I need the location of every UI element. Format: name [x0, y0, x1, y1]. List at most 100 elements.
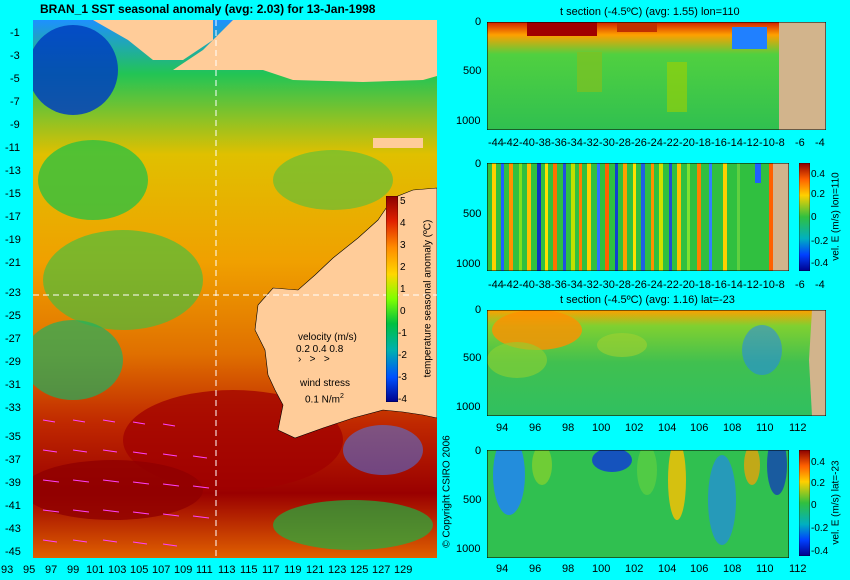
lon-tick: 93 — [1, 564, 14, 576]
x-tick: -32 — [583, 137, 599, 149]
colorbar-tick: 5 — [400, 196, 406, 207]
green-anomaly-patch — [33, 320, 123, 400]
lat-tick: -19 — [5, 234, 21, 246]
lon-tick: 97 — [45, 564, 58, 576]
x-tick: -10 — [759, 137, 775, 149]
lon-tick: 105 — [130, 564, 149, 576]
y-tick: 0 — [475, 445, 482, 457]
panel4-velocity-plot[interactable] — [487, 450, 789, 558]
y-tick: 500 — [463, 65, 482, 77]
x-tick: -10 — [759, 279, 775, 291]
x-tick: -30 — [599, 279, 615, 291]
lat-tick: -31 — [5, 379, 21, 391]
velocity-legend-arrows: › > > — [298, 354, 330, 365]
wind-legend-label: wind stress — [300, 378, 351, 389]
lat-tick: -23 — [5, 287, 21, 299]
lat-tick: -45 — [5, 546, 21, 558]
lat-tick: -11 — [5, 142, 21, 154]
colorbar-tick: -2 — [398, 350, 407, 361]
cold-anomaly-patch — [343, 425, 423, 475]
sst-anomaly-map[interactable] — [33, 20, 437, 558]
y-tick: 500 — [463, 494, 482, 506]
lat-tick: -27 — [5, 333, 21, 345]
panel2-colorbar — [799, 163, 810, 271]
panel3-section-plot[interactable] — [487, 310, 826, 416]
lon-tick: 117 — [262, 564, 280, 576]
x-tick: -28 — [615, 279, 631, 291]
panel4-colorbar — [799, 450, 810, 556]
x-tick: -28 — [615, 137, 631, 149]
colorbar-tick: 0.2 — [811, 189, 825, 200]
colorbar-tick: -4 — [398, 394, 407, 405]
land-java — [173, 20, 437, 82]
x-tick: 108 — [723, 563, 742, 575]
lat-tick: -37 — [5, 454, 21, 466]
y-tick: 0 — [475, 16, 482, 28]
colorbar-tick: 4 — [400, 218, 406, 229]
lat-tick: -33 — [5, 402, 21, 414]
map-colorbar-label: temperature seasonal anomaly (ºC) — [422, 219, 434, 378]
x-tick: -36 — [551, 137, 567, 149]
x-tick: -38 — [535, 279, 551, 291]
x-tick: -24 — [647, 137, 663, 149]
panel1-section-plot[interactable] — [487, 22, 826, 130]
lat-tick: -3 — [10, 50, 20, 62]
x-tick: -40 — [519, 137, 535, 149]
lat-tick: -5 — [10, 73, 20, 85]
x-tick: -4 — [815, 137, 825, 149]
wind-stress-arrows — [42, 419, 210, 547]
colorbar-tick: -1 — [398, 328, 407, 339]
x-tick: -30 — [599, 137, 615, 149]
x-tick: 110 — [756, 422, 774, 434]
panel3-title: t section (-4.5ºC) (avg: 1.16) lat=-23 — [560, 294, 735, 306]
colorbar-tick: -0.2 — [811, 236, 829, 247]
panel1-title: t section (-4.5ºC) (avg: 1.55) lon=110 — [560, 6, 740, 18]
colorbar-tick: -3 — [398, 372, 407, 383]
x-tick: -18 — [695, 137, 711, 149]
x-tick: 104 — [658, 422, 677, 434]
lat-tick: -9 — [10, 119, 20, 131]
x-tick: 102 — [625, 422, 644, 434]
x-tick: 100 — [592, 422, 611, 434]
green-anomaly-patch — [273, 500, 433, 550]
y-tick: 500 — [463, 208, 482, 220]
colorbar-tick: -0.2 — [811, 523, 829, 534]
colorbar-tick: 0.4 — [811, 457, 825, 468]
map-title: BRAN_1 SST seasonal anomaly (avg: 2.03) … — [40, 2, 376, 16]
x-tick: -24 — [647, 279, 663, 291]
x-tick: -8 — [775, 137, 785, 149]
panel2-colorbar-label: vel. E (m/s) lon=110 — [830, 172, 842, 261]
x-tick: -8 — [775, 279, 785, 291]
x-tick: -34 — [567, 279, 583, 291]
y-tick: 1000 — [456, 543, 481, 555]
x-tick: -22 — [663, 137, 679, 149]
x-tick: -26 — [631, 279, 647, 291]
x-tick: -18 — [695, 279, 711, 291]
x-tick: 94 — [496, 563, 509, 575]
x-tick: 112 — [789, 422, 807, 434]
y-tick: 1000 — [456, 401, 481, 413]
y-tick: 1000 — [456, 115, 481, 127]
x-tick: -42 — [503, 137, 519, 149]
lon-tick: 99 — [67, 564, 80, 576]
panel2-velocity-plot[interactable] — [487, 163, 789, 271]
lon-tick: 109 — [174, 564, 193, 576]
lon-tick: 129 — [394, 564, 413, 576]
x-tick: -34 — [567, 137, 583, 149]
x-tick: 108 — [723, 422, 742, 434]
lat-tick: -15 — [5, 188, 21, 200]
x-tick: 98 — [562, 563, 575, 575]
map-colorbar — [386, 196, 398, 402]
x-tick: -44 — [488, 279, 504, 291]
x-tick: 98 — [562, 422, 575, 434]
lat-tick: -1 — [10, 27, 20, 39]
y-tick: 0 — [475, 158, 482, 170]
copyright-label: © Copyright CSIRO 2006 — [441, 435, 453, 548]
x-tick: -6 — [795, 279, 805, 291]
lat-tick: -17 — [5, 211, 21, 223]
lon-tick: 119 — [284, 564, 302, 576]
lat-tick: -13 — [5, 165, 21, 177]
lon-tick: 111 — [196, 564, 213, 576]
colorbar-tick: 0 — [811, 500, 817, 511]
lat-tick: -39 — [5, 477, 21, 489]
